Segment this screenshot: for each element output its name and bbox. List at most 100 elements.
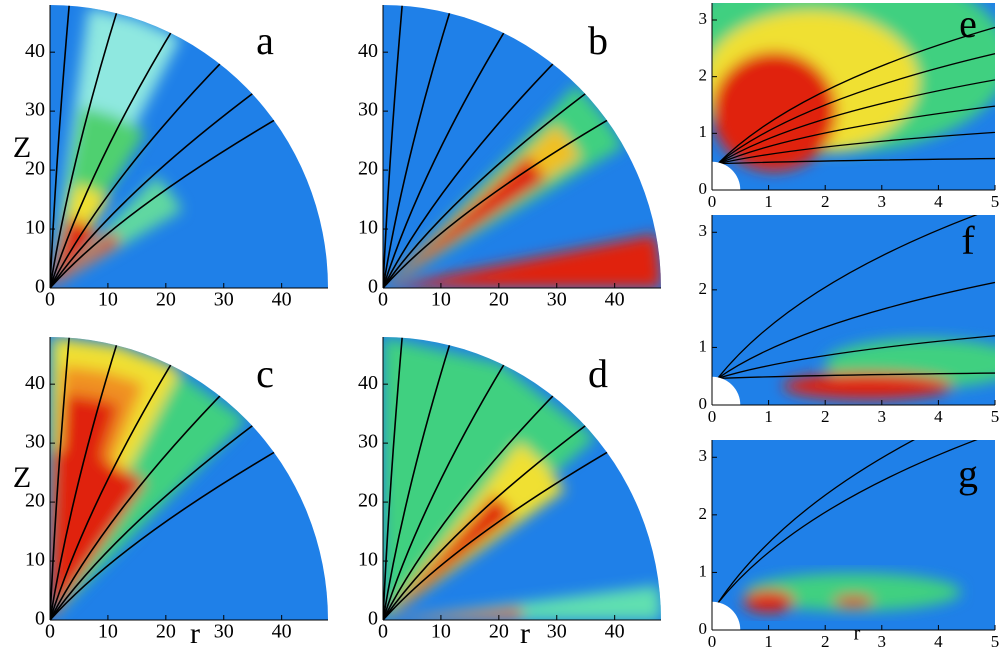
- y-tick-label: 20: [358, 158, 378, 180]
- y-tick-label: 20: [25, 158, 45, 180]
- streamline: [50, 84, 264, 288]
- x-tick-label: 20: [156, 289, 176, 311]
- y-tick-label: 10: [358, 549, 378, 571]
- y-tick-label: 0: [368, 276, 378, 298]
- x-tick-label: 5: [991, 632, 1000, 651]
- x-tick-label: 4: [934, 407, 943, 426]
- x-tick-label: 5: [991, 192, 1000, 211]
- field-colors: [743, 573, 962, 613]
- x-tick-label: 20: [156, 621, 176, 643]
- field-colors: [782, 338, 995, 400]
- x-axis-label: r: [520, 617, 530, 650]
- panel-label: f: [961, 218, 975, 263]
- streamline: [717, 281, 995, 379]
- field-region: [833, 595, 874, 608]
- x-tick-label: 20: [489, 289, 509, 311]
- streamline: [717, 440, 978, 604]
- streamline: [50, 337, 72, 620]
- streamline: [383, 416, 597, 620]
- streamline: [383, 112, 620, 288]
- streamline: [50, 352, 179, 620]
- streamline: [383, 5, 455, 288]
- panel-label: g: [958, 451, 978, 496]
- field-region: [383, 493, 515, 620]
- field-region: [782, 372, 953, 400]
- y-tick-label: 20: [25, 490, 45, 512]
- y-tick-label: 0: [699, 179, 708, 198]
- x-tick-label: 2: [821, 192, 830, 211]
- y-tick-label: 0: [35, 608, 45, 630]
- streamline: [50, 5, 72, 288]
- contour-panel: [383, 5, 661, 288]
- streamline: [717, 335, 995, 380]
- streamline: [717, 26, 995, 165]
- x-tick-label: 20: [489, 621, 509, 643]
- streamline: [50, 385, 231, 620]
- contour-panel: [712, 215, 995, 405]
- x-tick-label: 40: [272, 289, 292, 311]
- x-tick-label: 4: [934, 632, 943, 651]
- y-tick-label: 40: [25, 372, 45, 394]
- x-tick-label: 0: [378, 289, 388, 311]
- x-tick-label: 40: [605, 289, 625, 311]
- panel-label: a: [256, 18, 274, 63]
- y-tick-label: 3: [699, 221, 708, 240]
- y-tick-label: 0: [699, 394, 708, 413]
- streamline: [717, 157, 995, 165]
- x-tick-label: 1: [764, 632, 773, 651]
- x-tick-label: 3: [878, 407, 887, 426]
- streamline: [50, 337, 122, 620]
- x-tick-label: 40: [605, 621, 625, 643]
- streamline: [717, 79, 995, 165]
- y-tick-label: 2: [699, 504, 708, 523]
- y-tick-label: 0: [35, 276, 45, 298]
- x-tick-label: 1: [764, 192, 773, 211]
- streamline: [717, 372, 995, 380]
- panel-label: c: [256, 351, 274, 396]
- panel-label: b: [588, 18, 608, 63]
- field-colors: [50, 7, 183, 288]
- y-tick-label: 10: [25, 217, 45, 239]
- y-tick-label: 0: [699, 619, 708, 638]
- y-tick-label: 3: [699, 9, 708, 28]
- streamline: [717, 53, 995, 165]
- field-region: [383, 585, 661, 620]
- x-tick-label: 30: [547, 621, 567, 643]
- streamline: [717, 215, 978, 379]
- x-tick-label: 0: [708, 192, 717, 211]
- x-tick-label: 3: [878, 192, 887, 211]
- y-tick-label: 2: [699, 279, 708, 298]
- streamline: [383, 84, 597, 288]
- x-tick-label: 40: [272, 621, 292, 643]
- x-tick-label: 30: [547, 289, 567, 311]
- x-tick-label: 0: [45, 289, 55, 311]
- y-tick-label: 10: [358, 217, 378, 239]
- y-tick-label: 30: [25, 99, 45, 121]
- streamline: [383, 444, 620, 620]
- x-tick-label: 10: [431, 621, 451, 643]
- x-tick-label: 1: [764, 407, 773, 426]
- contour-panel: [50, 5, 328, 288]
- y-tick-label: 30: [25, 431, 45, 453]
- streamline: [383, 5, 405, 288]
- streamline: [383, 385, 564, 620]
- y-axis-label: Z: [13, 131, 31, 164]
- y-tick-label: 2: [699, 66, 708, 85]
- y-tick-label: 1: [699, 336, 708, 355]
- y-tick-label: 1: [699, 122, 708, 141]
- field-region: [383, 607, 522, 620]
- streamline: [50, 20, 179, 288]
- x-tick-label: 10: [98, 621, 118, 643]
- contour-panel: [383, 337, 661, 620]
- inner-boundary: [712, 376, 741, 405]
- streamline: [383, 20, 512, 288]
- y-tick-label: 10: [25, 549, 45, 571]
- y-axis-label: Z: [13, 461, 31, 494]
- streamline: [717, 131, 995, 165]
- x-axis-label: r: [190, 617, 200, 650]
- field-region: [745, 573, 962, 611]
- y-tick-label: 40: [25, 40, 45, 62]
- streamline: [50, 53, 231, 288]
- x-axis-label: r: [854, 623, 861, 645]
- x-tick-label: 10: [431, 289, 451, 311]
